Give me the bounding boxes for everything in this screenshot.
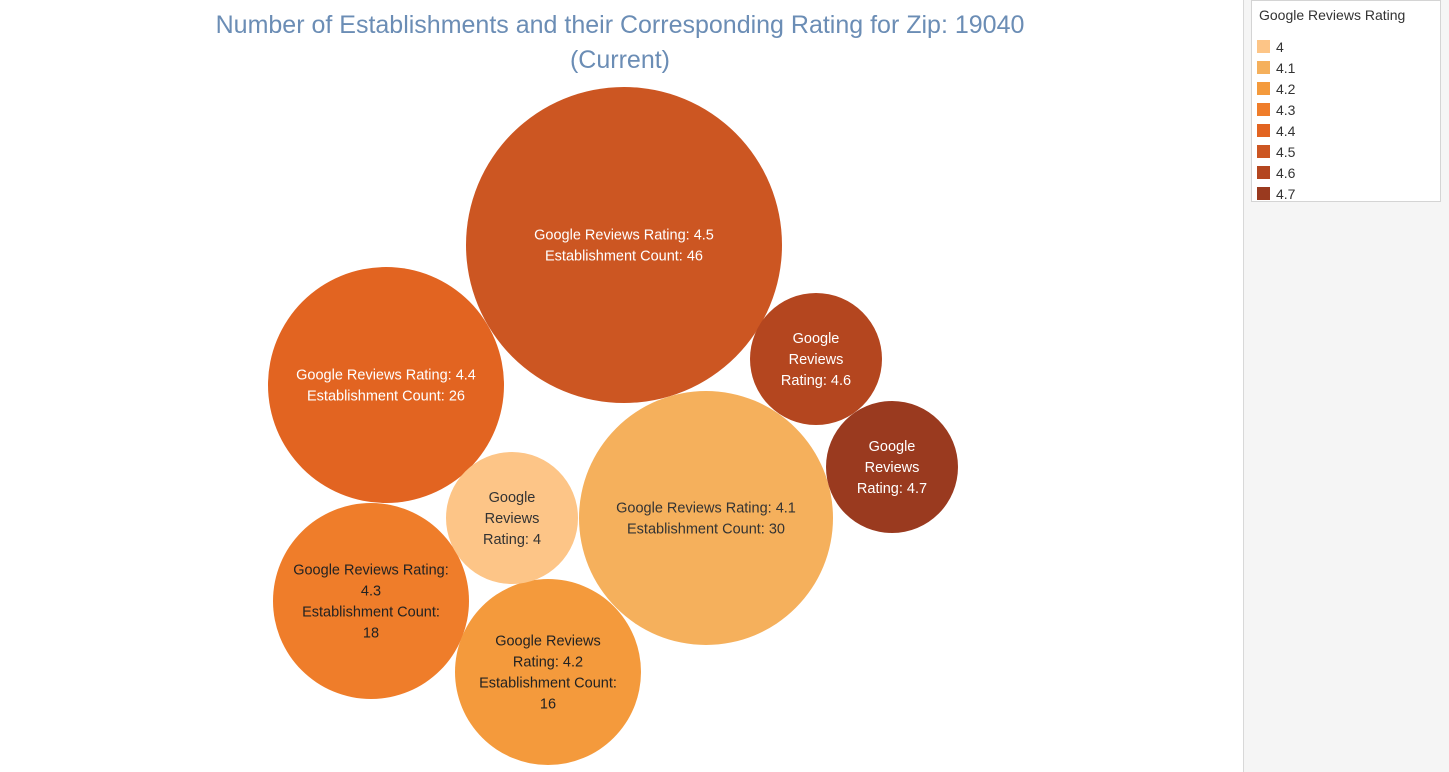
legend-panel: Google Reviews Rating 4 4.1 4.2 4.3 4.4 4.5 4.… <box>1243 0 1449 772</box>
bubble-label-line: Establishment Count: 46 <box>545 249 703 265</box>
bubble-rating-4.6[interactable]: Google Reviews Rating: 4.6 <box>750 293 882 425</box>
bubble-label-line: 4.3 <box>361 584 381 600</box>
bubble-label-line: Establishment Count: <box>479 676 617 692</box>
legend-item-4.3[interactable]: 4.3 <box>1252 99 1295 120</box>
legend-swatch <box>1257 40 1270 53</box>
legend-swatch <box>1257 82 1270 95</box>
legend-item-4[interactable]: 4 <box>1252 36 1295 57</box>
legend-item-4.1[interactable]: 4.1 <box>1252 57 1295 78</box>
legend-item-4.6[interactable]: 4.6 <box>1252 162 1295 183</box>
bubble-label-line: Google Reviews Rating: 4.4 <box>296 368 476 384</box>
bubble-rating-4.2[interactable]: Google Reviews Rating: 4.2 Establishment C… <box>455 579 641 765</box>
legend-item-4.2[interactable]: 4.2 <box>1252 78 1295 99</box>
bubble-circle[interactable] <box>268 267 504 503</box>
bubble-label-line: Reviews <box>485 511 540 527</box>
legend-swatch <box>1257 145 1270 158</box>
bubble-circle[interactable] <box>455 579 641 765</box>
legend-label: 4.5 <box>1276 143 1296 160</box>
bubble-label-line: 18 <box>363 626 379 642</box>
bubble-label-line: Reviews <box>789 352 844 368</box>
bubble-label-line: Google Reviews Rating: <box>293 563 449 579</box>
bubble-label-line: Rating: 4.6 <box>781 373 851 389</box>
bubble-label-line: 16 <box>540 697 556 713</box>
legend-item-4.5[interactable]: 4.5 <box>1252 141 1295 162</box>
bubble-label-line: Establishment Count: <box>302 605 440 621</box>
bubble-circle[interactable] <box>466 87 782 403</box>
bubble-label-line: Rating: 4.2 <box>513 655 583 671</box>
bubble-circle[interactable] <box>273 503 469 699</box>
legend-item-4.7[interactable]: 4.7 <box>1252 183 1295 204</box>
legend-swatch <box>1257 61 1270 74</box>
bubble-rating-4.4[interactable]: Google Reviews Rating: 4.4 Establishment … <box>268 267 504 503</box>
bubble-rating-4.1[interactable]: Google Reviews Rating: 4.1 Establishment … <box>579 391 833 645</box>
bubble-label-line: Reviews <box>865 460 920 476</box>
bubble-rating-4.7[interactable]: Google Reviews Rating: 4.7 <box>826 401 958 533</box>
bubble-label-line: Google Reviews Rating: 4.5 <box>534 228 714 244</box>
legend-label: 4 <box>1276 38 1284 55</box>
legend-label: 4.4 <box>1276 122 1296 139</box>
chart-title-line-1: Number of Establishments and their Corre… <box>215 11 1025 39</box>
legend-label: 4.1 <box>1276 59 1296 76</box>
legend-title: Google Reviews Rating <box>1259 7 1406 23</box>
legend-swatch <box>1257 166 1270 179</box>
bubble-label-line: Google <box>793 331 840 347</box>
legend-label: 4.7 <box>1276 185 1296 202</box>
chart-title-line-2: (Current) <box>569 46 670 74</box>
bubble-label-line: Google <box>489 490 536 506</box>
bubble-label-line: Google Reviews Rating: 4.1 <box>616 501 796 517</box>
bubble-rating-4.5[interactable]: Google Reviews Rating: 4.5 Establishment … <box>466 87 782 403</box>
bubble-circle[interactable] <box>446 452 578 584</box>
bubble-label-line: Establishment Count: 30 <box>627 522 785 538</box>
legend-label: 4.3 <box>1276 101 1296 118</box>
bubble-label-line: Google Reviews <box>495 634 601 650</box>
bubble-chart: Google Reviews Rating: 4.5 Establishment … <box>268 87 958 765</box>
bubble-circle[interactable] <box>826 401 958 533</box>
bubble-circle[interactable] <box>579 391 833 645</box>
legend-items: 4 4.1 4.2 4.3 4.4 4.5 4.6 4.7 <box>1252 36 1295 204</box>
color-legend[interactable]: Google Reviews Rating 4 4.1 4.2 4.3 4.4 4.5 4.… <box>1251 0 1441 202</box>
legend-swatch <box>1257 187 1270 200</box>
chart-title: Number of Establishments and their Corre… <box>120 8 1120 78</box>
legend-label: 4.2 <box>1276 80 1296 97</box>
bubble-label-line: Google <box>869 439 916 455</box>
bubble-label-line: Rating: 4 <box>483 532 541 548</box>
bubble-rating-4[interactable]: Google Reviews Rating: 4 <box>446 452 578 584</box>
bubble-label-line: Establishment Count: 26 <box>307 389 465 405</box>
legend-label: 4.6 <box>1276 164 1296 181</box>
bubble-circle[interactable] <box>750 293 882 425</box>
legend-swatch <box>1257 103 1270 116</box>
legend-item-4.4[interactable]: 4.4 <box>1252 120 1295 141</box>
bubble-label-line: Rating: 4.7 <box>857 481 927 497</box>
legend-swatch <box>1257 124 1270 137</box>
bubble-rating-4.3[interactable]: Google Reviews Rating: 4.3 Establishment C… <box>273 503 469 699</box>
